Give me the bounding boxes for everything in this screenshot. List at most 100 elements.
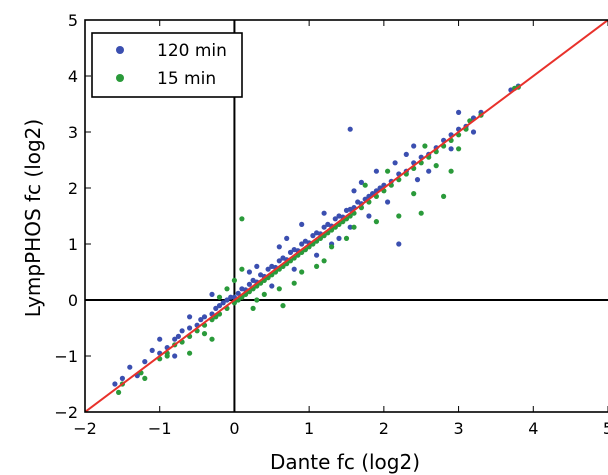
data-point-15-min xyxy=(343,235,350,241)
data-point-120-min xyxy=(175,333,181,339)
y-tick-label: 5 xyxy=(68,11,78,30)
y-tick-label: 4 xyxy=(68,67,78,86)
data-point-120-min xyxy=(179,328,185,334)
data-point-15-min xyxy=(201,331,208,337)
identity-fit-line xyxy=(85,20,608,412)
data-point-120-min xyxy=(291,266,297,272)
y-tick-label: −1 xyxy=(54,347,78,366)
data-point-120-min xyxy=(299,241,305,247)
y-tick-label: 0 xyxy=(68,291,78,310)
data-point-15-min xyxy=(351,224,357,230)
data-point-120-min xyxy=(276,244,282,250)
data-point-120-min xyxy=(224,297,230,303)
data-point-15-min xyxy=(276,286,282,292)
data-point-120-min xyxy=(172,336,178,342)
data-point-15-min xyxy=(209,336,215,342)
y-axis-label: LympPHOS fc (log2) xyxy=(21,119,45,317)
data-point-120-min xyxy=(336,235,342,241)
data-point-120-min xyxy=(119,375,125,381)
legend-marker-15-min xyxy=(116,74,124,82)
data-point-120-min xyxy=(403,151,409,157)
data-point-120-min xyxy=(187,314,193,320)
data-point-15-min xyxy=(329,244,335,250)
axis-ticks: −2 −1 0 1 2 3 4 5 −2 −1 0 1 2 3 4 5 xyxy=(54,11,608,438)
data-point-15-min xyxy=(216,294,223,300)
y-tick-label: 2 xyxy=(68,179,78,198)
data-point-120-min xyxy=(314,252,320,258)
data-point-15-min xyxy=(299,269,305,275)
x-tick-label: 1 xyxy=(304,419,314,438)
data-point-15-min xyxy=(142,375,148,381)
legend: 120 min 15 min xyxy=(91,32,243,98)
data-point-15-min xyxy=(448,168,454,174)
data-point-120-min xyxy=(172,353,178,359)
data-point-15-min xyxy=(224,286,230,292)
data-point-15-min xyxy=(314,263,320,269)
data-point-120-min xyxy=(201,314,208,320)
data-point-120-min xyxy=(112,381,118,387)
x-tick-label: −1 xyxy=(148,419,172,438)
data-point-15-min xyxy=(280,303,286,309)
data-point-120-min xyxy=(347,126,353,132)
legend-box xyxy=(91,32,243,98)
data-point-15-min xyxy=(433,163,439,169)
data-point-120-min xyxy=(142,359,148,365)
data-point-15-min xyxy=(422,143,428,149)
data-point-120-min xyxy=(246,269,252,275)
data-point-15-min xyxy=(254,297,260,303)
data-point-120-min xyxy=(149,347,155,353)
data-point-15-min xyxy=(231,277,237,283)
data-point-15-min xyxy=(411,191,417,197)
data-point-120-min xyxy=(411,143,417,149)
data-point-120-min xyxy=(347,224,353,230)
data-point-120-min xyxy=(396,241,402,247)
data-point-120-min xyxy=(332,216,338,222)
data-point-15-min xyxy=(362,182,368,188)
data-point-120-min xyxy=(373,168,379,174)
x-tick-label: 0 xyxy=(229,419,239,438)
plot-content xyxy=(85,20,608,412)
plot-frame xyxy=(84,19,608,413)
data-point-120-min xyxy=(470,129,477,135)
data-point-120-min xyxy=(366,213,372,219)
legend-label-15-min: 15 min xyxy=(157,69,216,89)
data-point-15-min xyxy=(239,266,245,272)
data-point-15-min xyxy=(239,216,245,222)
data-point-15-min xyxy=(418,210,424,216)
legend-label-120-min: 120 min xyxy=(157,41,227,61)
y-tick-label: −2 xyxy=(54,403,78,422)
data-point-120-min xyxy=(246,281,252,287)
data-point-120-min xyxy=(287,249,294,255)
data-point-120-min xyxy=(351,188,357,194)
data-point-15-min xyxy=(164,353,170,359)
data-point-120-min xyxy=(127,364,133,370)
data-point-120-min xyxy=(392,160,398,166)
data-point-120-min xyxy=(198,317,204,323)
data-point-15-min xyxy=(373,219,379,225)
data-point-120-min xyxy=(299,221,305,227)
data-point-120-min xyxy=(216,303,223,309)
x-tick-label: 3 xyxy=(453,419,463,438)
data-point-120-min xyxy=(321,224,327,230)
data-point-15-min xyxy=(456,146,462,152)
data-point-120-min xyxy=(385,199,391,205)
x-tick-label: −2 xyxy=(73,419,97,438)
data-point-120-min xyxy=(426,168,432,174)
data-point-120-min xyxy=(276,258,282,264)
data-point-120-min xyxy=(209,291,215,297)
data-point-120-min xyxy=(220,300,226,306)
data-point-120-min xyxy=(228,294,234,300)
data-point-15-min xyxy=(250,305,256,311)
data-point-15-min xyxy=(321,258,327,264)
legend-marker-120-min xyxy=(116,46,124,54)
x-tick-label: 2 xyxy=(379,419,389,438)
data-point-120-min xyxy=(269,283,275,289)
data-point-15-min xyxy=(441,193,447,199)
data-point-120-min xyxy=(358,179,364,185)
data-point-120-min xyxy=(235,290,241,296)
data-point-120-min xyxy=(284,235,290,241)
y-tick-label: 1 xyxy=(68,235,78,254)
y-tick-label: 3 xyxy=(68,123,78,142)
data-point-120-min xyxy=(254,263,260,269)
